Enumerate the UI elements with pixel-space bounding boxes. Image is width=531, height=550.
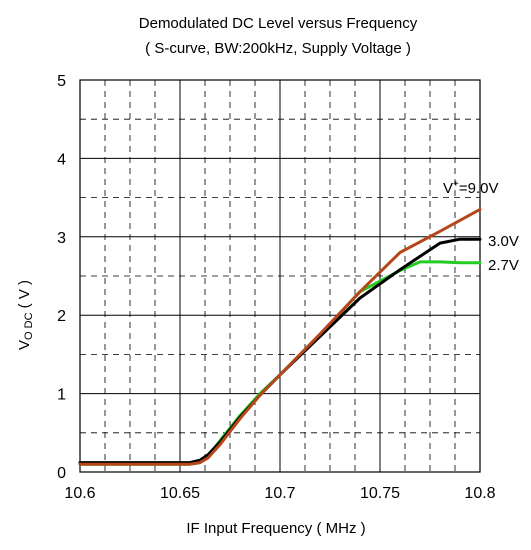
series-lines (78, 207, 482, 466)
x-tick-label: 10.6 (64, 485, 95, 502)
series-label-2-7v: 2.7V (488, 257, 519, 274)
y-tick-label: 5 (57, 73, 66, 90)
series-label-9v-main: V (443, 180, 453, 197)
y-axis-label-subscript: O DC (23, 312, 35, 340)
y-axis-label: VO DC ( V ) (16, 280, 35, 350)
y-tick-labels: 0 1 2 3 4 5 (57, 73, 66, 482)
series-label-9v-sup: + (453, 179, 459, 190)
x-axis-label: IF Input Frequency ( MHz ) (186, 520, 365, 537)
y-axis-label-rest: ( V ) (16, 280, 33, 313)
series-line-2 (78, 207, 482, 466)
chart-subtitle: ( S-curve, BW:200kHz, Supply Voltage ) (145, 40, 411, 57)
chart-title: Demodulated DC Level versus Frequency (139, 15, 418, 32)
y-tick-label: 0 (57, 465, 66, 482)
series-label-9v: V+=9.0V (443, 179, 498, 197)
y-tick-label: 2 (57, 308, 66, 325)
y-tick-label: 4 (57, 151, 66, 168)
y-axis-label-main: V (16, 340, 33, 350)
plot-frame (79, 79, 481, 473)
plot-border (79, 79, 481, 473)
major-grid (80, 80, 480, 472)
series-label-3v: 3.0V (488, 233, 519, 250)
x-tick-label: 10.7 (264, 485, 295, 502)
y-tick-label: 1 (57, 387, 66, 404)
x-tick-labels: 10.6 10.65 10.7 10.75 10.8 (64, 485, 495, 502)
x-tick-label: 10.75 (360, 485, 400, 502)
series-label-9v-rest: =9.0V (459, 180, 499, 197)
x-tick-label: 10.65 (160, 485, 200, 502)
y-tick-label: 3 (57, 230, 66, 247)
x-tick-label: 10.8 (464, 485, 495, 502)
